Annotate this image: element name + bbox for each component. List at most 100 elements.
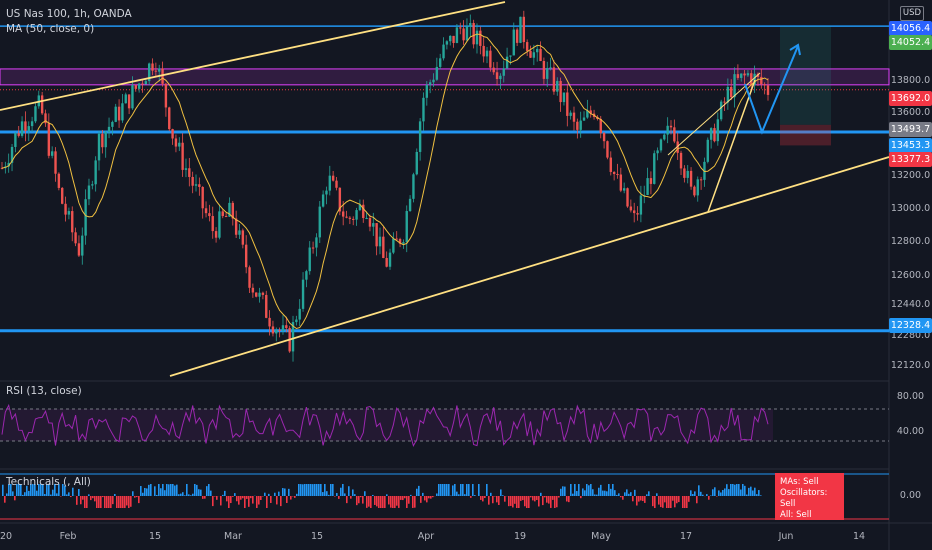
tech-bar	[642, 496, 644, 502]
candle-body	[569, 112, 572, 116]
candle-body	[472, 23, 475, 45]
currency-badge[interactable]: USD	[900, 6, 924, 21]
tech-bar	[276, 496, 278, 505]
time-tick-label: May	[591, 531, 611, 542]
tech-bar	[20, 484, 22, 496]
tech-bar	[232, 496, 234, 497]
candle-body	[30, 121, 34, 127]
candle-body	[104, 131, 107, 148]
candle-body	[606, 141, 609, 158]
candle-body	[204, 208, 208, 214]
tech-bar	[420, 496, 422, 503]
tech-bar	[426, 496, 428, 503]
tech-bar	[196, 484, 198, 496]
tech-bar	[594, 494, 596, 496]
tech-bar	[390, 496, 392, 508]
candle-body	[405, 211, 408, 243]
tech-bar	[652, 496, 654, 507]
candle-body	[482, 45, 485, 57]
tech-bar	[410, 494, 412, 496]
tech-bar	[446, 484, 448, 496]
tech-bar	[298, 484, 300, 496]
tech-bar	[636, 496, 638, 506]
tech-bar	[54, 484, 56, 496]
tech-bar	[738, 484, 740, 496]
tech-bar	[370, 496, 372, 508]
tech-bar	[424, 496, 426, 501]
candle-body	[321, 194, 325, 207]
tech-bar	[522, 496, 524, 501]
tech-bar	[742, 484, 744, 496]
tech-bar	[340, 487, 342, 496]
tech-bar	[198, 489, 200, 496]
candle-body	[669, 125, 673, 128]
projection-arrow	[744, 45, 799, 135]
tech-bar	[618, 493, 620, 496]
tech-bar	[602, 490, 604, 496]
tech-bar	[718, 490, 720, 496]
tech-bar	[228, 496, 230, 508]
tech-bar	[530, 496, 532, 498]
candle-body	[539, 48, 542, 61]
tech-bar	[728, 489, 730, 496]
tech-bar	[94, 496, 96, 502]
candle-body	[629, 206, 633, 211]
tech-bar	[284, 488, 286, 496]
candle-body	[107, 126, 111, 132]
candle-body	[174, 138, 178, 147]
tech-bar	[100, 496, 102, 508]
candle-body	[616, 174, 619, 176]
tech-bar	[402, 496, 404, 501]
tech-bar	[478, 484, 480, 496]
candle-body	[271, 326, 275, 334]
candle-body	[586, 110, 589, 118]
tech-bar	[8, 484, 10, 496]
candle-body	[94, 160, 97, 185]
tech-bar	[172, 484, 174, 496]
tech-bar	[510, 496, 512, 506]
tech-bar	[750, 486, 752, 496]
tech-bar	[134, 496, 136, 498]
tech-bar	[72, 487, 74, 496]
tech-bar	[620, 496, 622, 498]
tech-bar	[630, 492, 632, 496]
tech-bar	[242, 496, 244, 499]
tech-bar	[498, 496, 500, 505]
tech-bar	[146, 488, 148, 496]
candle-body	[535, 48, 539, 53]
candle-body	[562, 92, 566, 103]
tech-bar	[118, 496, 120, 508]
candle-body	[512, 29, 515, 56]
tech-bar	[324, 484, 326, 496]
candle-body	[542, 60, 546, 79]
candle-body	[164, 83, 168, 108]
tech-tick-label: 0.00	[899, 490, 922, 501]
tech-bar	[120, 496, 122, 508]
candle-body	[469, 23, 472, 27]
tech-bar	[148, 484, 150, 496]
tech-bar	[626, 489, 628, 496]
tech-bar	[174, 485, 176, 496]
candle-body	[91, 184, 94, 186]
candle-body	[572, 112, 576, 122]
candle-body	[549, 67, 552, 69]
candle-body	[178, 142, 181, 147]
tech-bar	[708, 496, 710, 500]
candle-body	[459, 27, 462, 29]
price-tick-label: 12440.0	[890, 299, 931, 310]
tech-bar	[206, 486, 208, 496]
tech-bar	[502, 495, 504, 496]
tech-bar	[234, 493, 236, 496]
candle-body	[315, 237, 318, 248]
tech-bar	[484, 496, 486, 499]
tech-bar	[302, 484, 304, 496]
tech-bar	[208, 484, 210, 496]
candle-body	[124, 94, 127, 104]
tech-bar	[758, 490, 760, 496]
tech-bar	[674, 496, 676, 508]
tech-bar	[336, 493, 338, 496]
price-badge: 13493.7	[889, 122, 932, 137]
tech-bar	[634, 489, 636, 496]
tech-bar	[56, 493, 58, 496]
